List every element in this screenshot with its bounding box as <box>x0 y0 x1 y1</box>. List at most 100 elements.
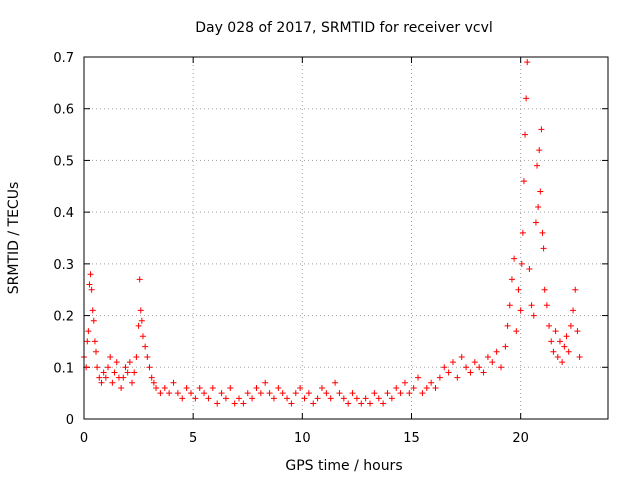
data-point <box>201 390 208 397</box>
data-point <box>279 390 286 397</box>
data-point <box>126 359 133 366</box>
data-point <box>548 338 555 345</box>
y-tick-label: 0 <box>66 413 74 428</box>
data-point <box>436 374 443 381</box>
data-point <box>567 322 574 329</box>
data-point <box>498 364 505 371</box>
data-point <box>196 384 203 391</box>
data-point <box>94 364 101 371</box>
data-point <box>543 302 550 309</box>
data-point <box>380 400 387 407</box>
data-point <box>157 390 164 397</box>
data-point <box>493 348 500 355</box>
data-point <box>508 276 515 283</box>
data-point <box>139 333 146 340</box>
data-point <box>236 395 243 402</box>
data-point <box>146 364 153 371</box>
data-point <box>432 384 439 391</box>
data-point <box>345 400 352 407</box>
data-point <box>150 379 157 386</box>
data-point <box>240 400 247 407</box>
data-point <box>118 384 125 391</box>
data-point <box>539 229 546 236</box>
data-point <box>358 400 365 407</box>
data-point <box>528 302 535 309</box>
data-point <box>415 374 422 381</box>
data-point <box>552 328 559 335</box>
data-point <box>301 395 308 402</box>
data-point <box>90 317 97 324</box>
chart-title: Day 028 of 2017, SRMTID for receiver vcv… <box>195 20 493 36</box>
data-point <box>349 390 356 397</box>
data-point <box>401 379 408 386</box>
data-point <box>327 395 334 402</box>
data-point <box>135 322 142 329</box>
data-point <box>423 384 430 391</box>
data-point <box>131 369 138 376</box>
data-point <box>550 348 557 355</box>
data-point <box>563 333 570 340</box>
data-point <box>209 384 216 391</box>
x-tick-label: 0 <box>80 431 88 446</box>
data-point <box>362 395 369 402</box>
data-point <box>489 359 496 366</box>
data-point <box>107 353 114 360</box>
data-point <box>170 379 177 386</box>
data-point <box>428 379 435 386</box>
data-point <box>570 307 577 314</box>
data-point <box>419 390 426 397</box>
data-point <box>559 359 566 366</box>
data-point <box>572 286 579 293</box>
data-point <box>367 400 374 407</box>
data-point <box>445 369 452 376</box>
data-point <box>323 390 330 397</box>
data-point <box>136 276 143 283</box>
data-point <box>518 260 525 267</box>
data-point <box>371 390 378 397</box>
data-point <box>275 384 282 391</box>
data-point <box>87 271 94 278</box>
data-point <box>98 379 105 386</box>
data-point <box>541 286 548 293</box>
y-tick-label: 0.2 <box>53 310 74 325</box>
data-point <box>192 395 199 402</box>
data-point <box>129 379 136 386</box>
data-point <box>284 395 291 402</box>
data-point <box>310 400 317 407</box>
data-point <box>227 384 234 391</box>
data-point <box>540 245 547 252</box>
data-point <box>85 328 92 335</box>
data-point <box>102 374 109 381</box>
data-point <box>133 353 140 360</box>
data-point <box>262 379 269 386</box>
data-point <box>266 390 273 397</box>
data-point <box>375 395 382 402</box>
axis-ticks <box>83 56 608 420</box>
data-point <box>96 374 103 381</box>
data-point <box>218 390 225 397</box>
x-axis-label: GPS time / hours <box>285 458 402 474</box>
data-point <box>109 379 116 386</box>
data-point <box>565 348 572 355</box>
data-point <box>148 374 155 381</box>
data-point <box>142 343 149 350</box>
y-axis-label: SRMTID / TECUs <box>6 182 22 295</box>
data-point <box>144 353 151 360</box>
data-point <box>484 353 491 360</box>
data-point <box>515 286 522 293</box>
data-point <box>504 322 511 329</box>
data-point <box>454 374 461 381</box>
grid-lines <box>84 57 608 419</box>
data-point <box>120 374 127 381</box>
data-point <box>138 317 145 324</box>
data-point <box>292 390 299 397</box>
data-point <box>523 95 530 102</box>
data-point <box>576 353 583 360</box>
data-point <box>476 364 483 371</box>
data-point <box>253 384 260 391</box>
data-point <box>463 364 470 371</box>
data-point <box>526 266 533 273</box>
data-point <box>249 395 256 402</box>
y-tick-label: 0.1 <box>53 361 74 376</box>
data-point <box>441 364 448 371</box>
